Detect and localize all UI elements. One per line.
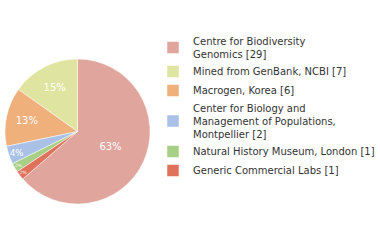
svg-text:13%: 13% xyxy=(16,115,38,126)
svg-text:4%: 4% xyxy=(10,148,23,158)
svg-text:2%: 2% xyxy=(20,170,27,175)
svg-text:Centre for BiodiversityGenomic: Centre for BiodiversityGenomics [29] xyxy=(193,36,306,60)
svg-text:2%: 2% xyxy=(15,163,22,168)
svg-text:15%: 15% xyxy=(44,82,66,93)
svg-text:Natural History Museum, London: Natural History Museum, London [1] xyxy=(193,146,375,157)
svg-text:63%: 63% xyxy=(99,141,121,152)
svg-text:Mined from GenBank, NCBI [7]: Mined from GenBank, NCBI [7] xyxy=(193,66,346,77)
svg-text:Center for Biology andManageme: Center for Biology andManagement of Popu… xyxy=(193,103,336,140)
svg-text:Macrogen, Korea [6]: Macrogen, Korea [6] xyxy=(193,85,294,96)
svg-text:Generic Commercial Labs [1]: Generic Commercial Labs [1] xyxy=(193,165,339,176)
